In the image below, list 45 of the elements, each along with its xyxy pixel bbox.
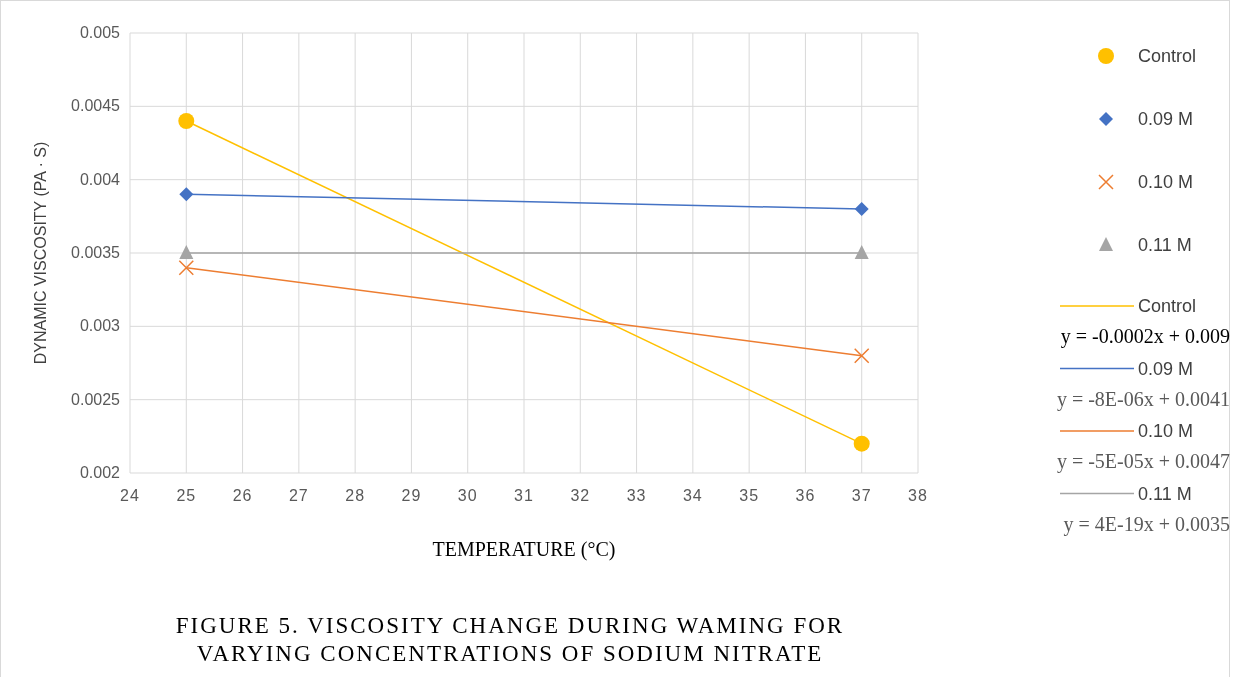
legend-label: 0.09 M xyxy=(1138,109,1194,129)
y-tick-label: 0.0035 xyxy=(71,244,121,261)
x-tick-label: 37 xyxy=(851,487,872,504)
y-tick-label: 0.004 xyxy=(79,170,121,188)
y-tick-label: 0.005 xyxy=(79,24,121,41)
y-axis-title: DYNAMIC VISCOSITY (PA · S) xyxy=(32,141,49,365)
text: FIGURE 5. VISCOSITY CHANGE DURING WAMING FOR VARYING CONCENTRATIONS OF SODIUM NITRATE xyxy=(175,613,845,666)
x-tick-label: 30 xyxy=(457,487,478,504)
y-tick-label: 0.0045 xyxy=(71,97,121,115)
x-tick-label: 27 xyxy=(288,487,309,504)
y-tick-label: 0.0025 xyxy=(71,390,121,408)
point xyxy=(853,435,870,452)
legend-label: 0.11 M xyxy=(1138,483,1192,504)
y-tick-label: 0.002 xyxy=(79,464,121,481)
point xyxy=(178,113,195,129)
legend-label: 0.10 M xyxy=(1138,421,1194,441)
x-tick-label: 36 xyxy=(795,487,816,504)
x-tick-label: 32 xyxy=(570,487,591,504)
x-tick-label: 24 xyxy=(120,487,140,504)
x-tick-label: 31 xyxy=(514,487,534,504)
text: y = -8E-06x + 0.0041 xyxy=(1056,387,1230,411)
x-tick-label: 34 xyxy=(682,487,703,504)
legend-label: 0.11 M xyxy=(1138,235,1192,255)
legend-label: Control xyxy=(1138,46,1197,66)
point xyxy=(179,245,194,259)
point xyxy=(854,202,869,216)
legend-label: 0.09 M xyxy=(1138,358,1194,379)
legend-label: Control xyxy=(1138,296,1197,316)
text: y = -5E-05x + 0.0047 xyxy=(1056,450,1230,473)
x-tick-label: 29 xyxy=(401,487,422,504)
x-tick-label: 28 xyxy=(345,487,366,504)
x-tick-label: 26 xyxy=(232,487,253,504)
text: y = -0.0002x + 0.009 xyxy=(1060,325,1230,348)
point xyxy=(178,259,195,276)
x-tick-label: 35 xyxy=(739,487,760,504)
x-tick-label: 33 xyxy=(626,487,647,504)
x-axis-title: TEMPERATURE (°C) xyxy=(432,538,616,561)
x-tick-label: 38 xyxy=(908,487,928,504)
y-tick-label: 0.003 xyxy=(79,317,121,335)
text: y = 4E-19x + 0.0035 xyxy=(1063,512,1230,536)
point xyxy=(854,245,869,259)
x-tick-label: 25 xyxy=(176,487,197,504)
point xyxy=(179,187,194,202)
legend-label: 0.10 M xyxy=(1138,172,1194,192)
point xyxy=(853,347,870,364)
